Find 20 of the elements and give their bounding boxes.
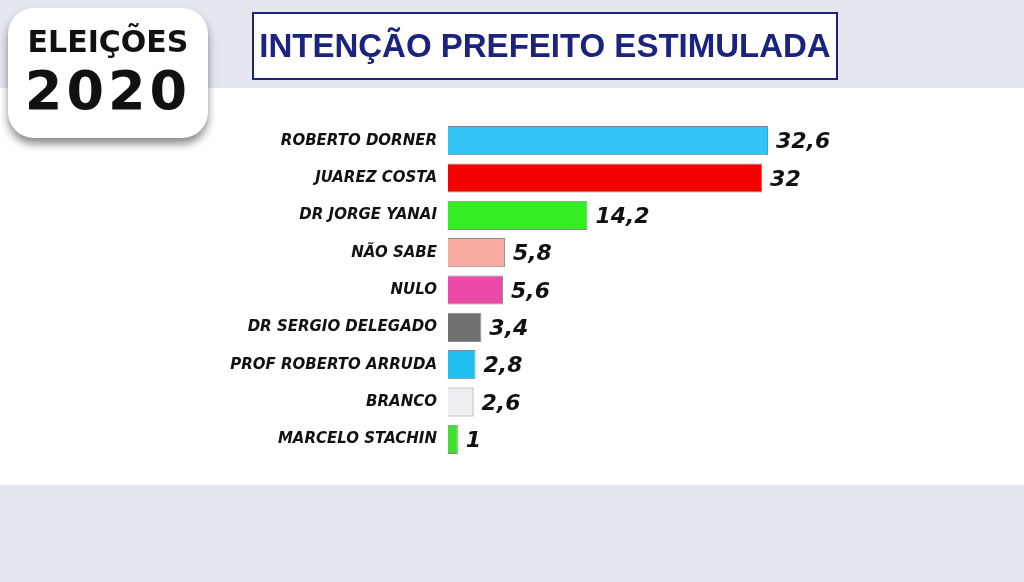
y-tick-label: NULO: [390, 279, 438, 298]
data-label: 2,8: [483, 352, 523, 378]
y-tick-label: MARCELO STACHIN: [277, 429, 438, 448]
data-label: 2,6: [481, 389, 521, 415]
data-label: 1: [465, 427, 482, 453]
y-tick-label: PROF ROBERTO ARRUDA: [230, 354, 437, 373]
y-tick-label: DR SERGIO DELEGADO: [247, 317, 438, 336]
chart-title: INTENÇÃO PREFEITO ESTIMULADA: [252, 12, 838, 80]
y-tick-label: JUAREZ COSTA: [312, 167, 437, 186]
data-label: 5,6: [510, 277, 550, 303]
y-tick-label: BRANCO: [366, 391, 438, 410]
text: ELEIÇÕES 2020: [24, 24, 192, 122]
data-label: 3,4: [489, 315, 529, 341]
data-label: 5,8: [512, 240, 552, 266]
data-label: 14,2: [595, 203, 650, 229]
y-tick-label: DR JORGE YANAI: [299, 205, 438, 224]
y-tick-label: ROBERTO DORNER: [280, 130, 437, 149]
data-label: 32: [770, 165, 801, 191]
y-tick-label: NÃO SABE: [351, 241, 438, 261]
data-label: 32,6: [776, 128, 831, 154]
